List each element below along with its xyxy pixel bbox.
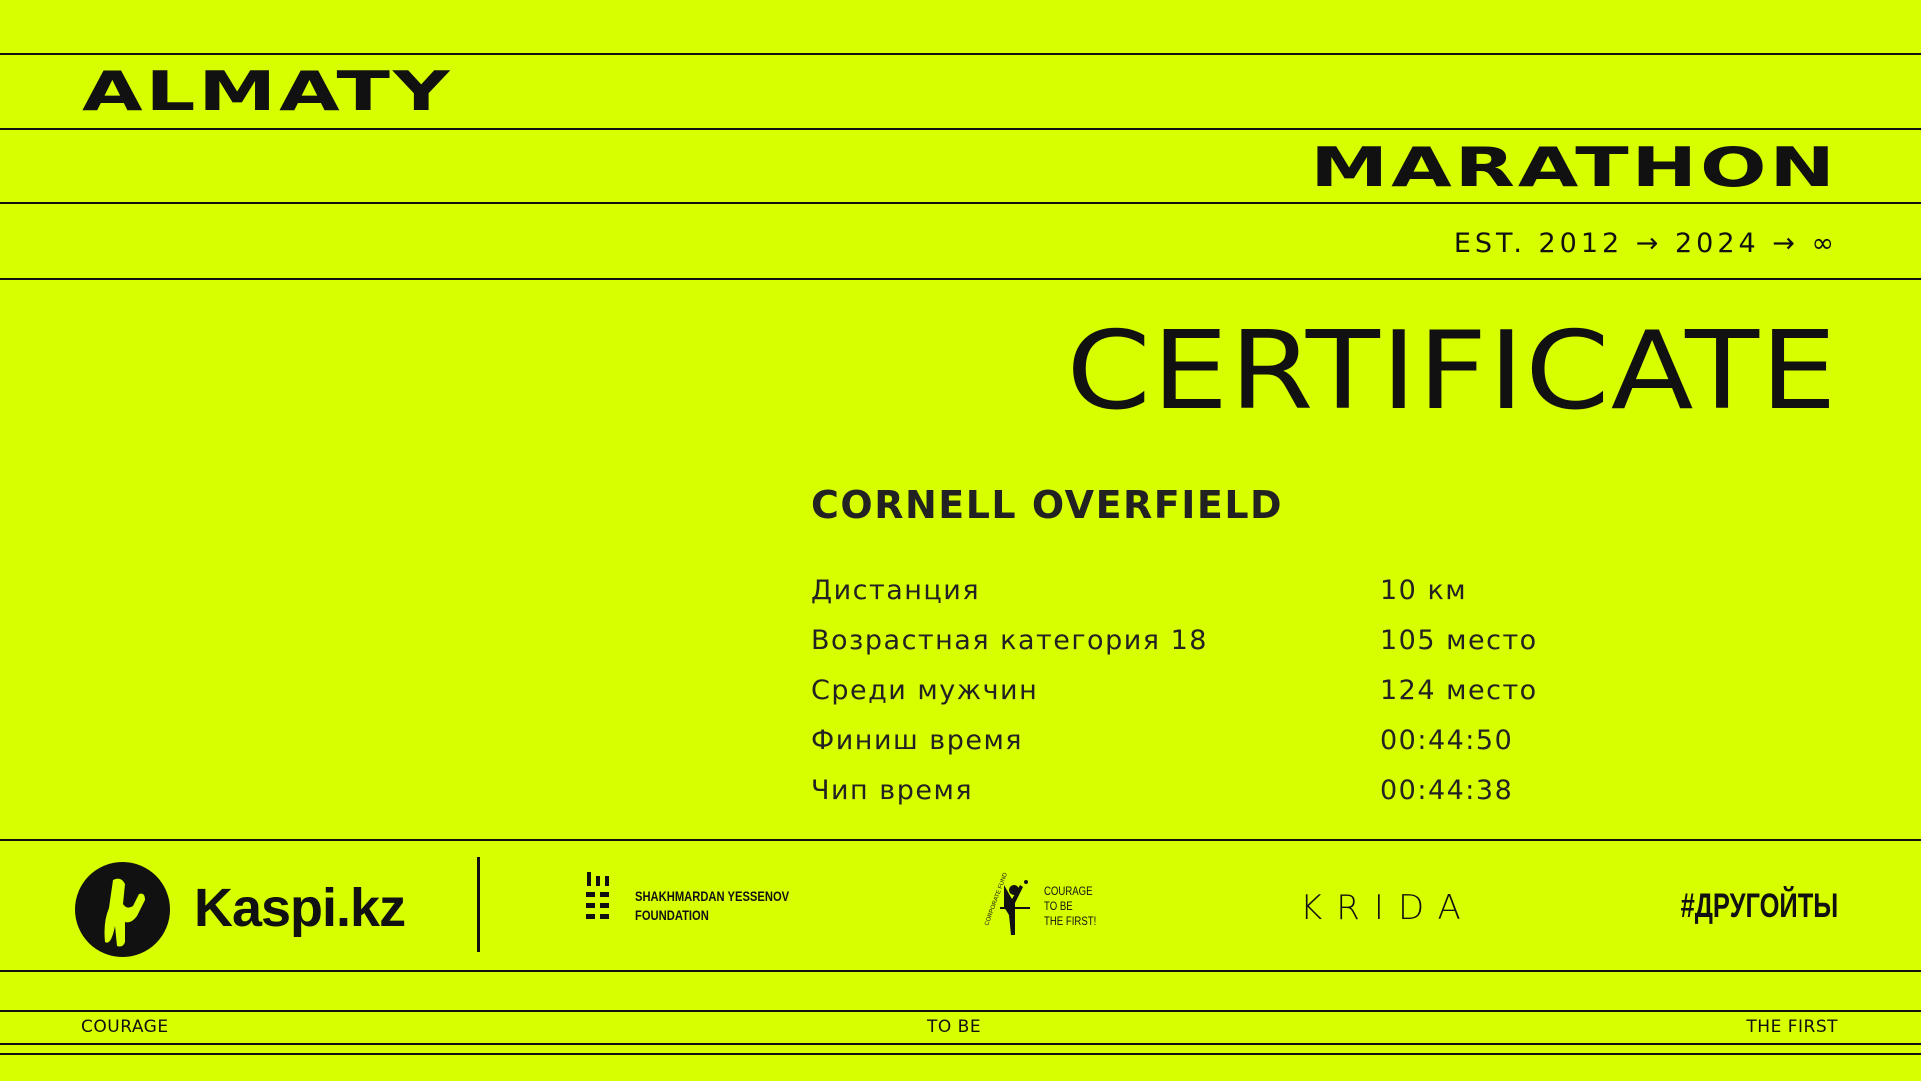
footer-center-text: TO BE (927, 1017, 982, 1037)
courage-fund-text: COURAGE TO BE THE FIRST! (1044, 884, 1097, 928)
divider-line (0, 53, 1921, 55)
divider-line (0, 970, 1921, 972)
divider-line (0, 128, 1921, 130)
row-value: 124 место (1380, 675, 1538, 706)
vertical-divider (477, 857, 480, 952)
divider-line (0, 1043, 1921, 1045)
row-label: Дистанция (811, 575, 981, 606)
krida-logo: KRIDA (1300, 888, 1475, 928)
row-value: 00:44:38 (1380, 775, 1514, 806)
divider-line (0, 1053, 1921, 1055)
event-title: MARATHON (1310, 136, 1838, 199)
result-row: Дистанция 10 км (811, 574, 1711, 624)
divider-line (0, 202, 1921, 204)
established-text: EST. 2012 → 2024 → ∞ (1453, 228, 1838, 259)
row-label: Чип время (811, 775, 974, 806)
results-table: Дистанция 10 км Возрастная категория 18 10… (811, 574, 1711, 824)
participant-name: CORNELL OVERFIELD (811, 483, 1284, 527)
kaspi-logo-text: Kaspi.kz (194, 878, 406, 938)
row-label: Финиш время (811, 725, 1024, 756)
kaspi-logo-icon (75, 862, 170, 957)
result-row: Финиш время 00:44:50 (811, 724, 1711, 774)
divider-line (0, 1010, 1921, 1012)
footer-right-text: THE FIRST (1746, 1017, 1838, 1037)
row-label: Среди мужчин (811, 675, 1039, 706)
row-value: 105 место (1380, 625, 1538, 656)
divider-line (0, 278, 1921, 280)
row-value: 10 км (1380, 575, 1468, 606)
certificate-title: CERTIFICATE (1066, 309, 1838, 434)
row-label: Возрастная категория 18 (811, 625, 1208, 656)
divider-line (0, 839, 1921, 841)
yessenov-logo-text: SHAKHMARDAN YESSENOV FOUNDATION (635, 888, 790, 923)
courage-fund-logo-icon: CORPORATE FUND (980, 866, 1040, 946)
row-value: 00:44:50 (1380, 725, 1514, 756)
result-row: Чип время 00:44:38 (811, 774, 1711, 824)
footer-left-text: COURAGE (81, 1017, 169, 1037)
hashtag-logo: #ДРУГОЙТЫ (1680, 887, 1838, 925)
result-row: Среди мужчин 124 место (811, 674, 1711, 724)
result-row: Возрастная категория 18 105 место (811, 624, 1711, 674)
city-title: ALMATY (82, 60, 453, 123)
yessenov-logo-icon (586, 872, 612, 926)
